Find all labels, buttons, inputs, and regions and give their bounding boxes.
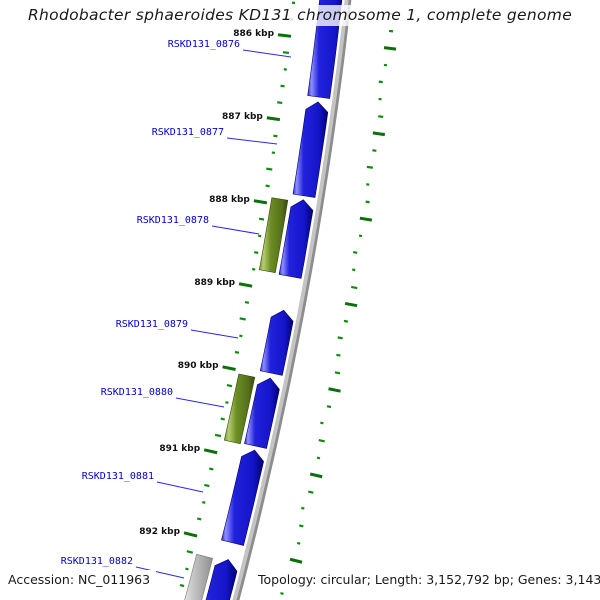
blue-gene-arrow[interactable] (244, 377, 280, 449)
ruler-tick-minor (185, 567, 189, 571)
gray-gene-bar[interactable] (175, 553, 213, 600)
leader-line (156, 481, 204, 493)
ruler-tick-minor (244, 301, 250, 304)
ruler-tick-minor (258, 217, 265, 221)
kbp-position-label: 890 kbp (177, 360, 219, 371)
ruler-tick-major (383, 46, 397, 51)
ruler-tick-minor (209, 467, 214, 471)
ruler-tick-minor (280, 84, 285, 88)
gene-label[interactable]: RSKD131_0881 (81, 471, 154, 482)
blue-gene-arrow[interactable] (221, 449, 264, 546)
kbp-position-label: 886 kbp (233, 28, 275, 39)
green-gene-bar[interactable] (223, 373, 256, 445)
ruler-tick-minor (316, 456, 321, 460)
ruler-tick-minor (239, 317, 246, 321)
ruler-tick-minor (265, 184, 270, 188)
ruler-tick-major (277, 33, 292, 38)
ruler-tick-minor (365, 200, 370, 204)
ruler-tick-major (266, 116, 281, 122)
ruler-tick-minor (280, 592, 284, 595)
ruler-tick-minor (337, 336, 343, 340)
topology-text: Topology: circular; Length: 3,152,792 bp… (252, 570, 600, 590)
gene-label[interactable]: RSKD131_0879 (115, 319, 188, 330)
ruler-tick-minor (343, 319, 349, 323)
leader-line (135, 566, 185, 579)
ruler-tick-major (289, 557, 303, 564)
ruler-tick-major (359, 216, 373, 222)
ruler-tick-minor (372, 149, 377, 152)
blue-gene-arrow[interactable] (278, 199, 314, 279)
ruler-tick-minor (186, 550, 194, 554)
ruler-tick-minor (214, 433, 222, 438)
title-background-band (0, 5, 600, 26)
ruler-tick-major (309, 472, 323, 479)
gene-label[interactable]: RSKD131_0878 (136, 215, 209, 226)
ruler-tick-minor (254, 251, 259, 254)
blue-gene-arrow[interactable] (195, 559, 238, 600)
label-leader-lines (135, 49, 292, 579)
ruler-tick-minor (266, 167, 273, 171)
ruler-tick-minor (179, 583, 185, 588)
ruler-tick-minor (351, 285, 358, 290)
ruler-tick-minor (378, 115, 384, 119)
ruler-tick-minor (334, 371, 341, 375)
ruler-tick-major (328, 387, 341, 393)
blue-gene-arrow[interactable] (259, 309, 294, 376)
ruler-tick-minor (252, 267, 256, 271)
gene-label[interactable]: RSKD131_0882 (60, 556, 133, 567)
ruler-tick-major (344, 301, 358, 308)
kbp-position-label: 891 kbp (159, 443, 201, 454)
ruler-tick-minor (277, 101, 283, 105)
leader-line (226, 137, 278, 145)
ruler-tick-minor (239, 334, 243, 338)
ruler-tick-major (203, 448, 218, 455)
ruler-tick-minor (296, 541, 301, 545)
ruler-tick-major (222, 365, 236, 371)
ruler-tick-minor (326, 405, 332, 409)
ruler-tick-minor (234, 350, 240, 354)
ruler-tick-minor (257, 234, 262, 238)
ruler-tick-minor (308, 490, 314, 494)
leader-line (175, 397, 225, 408)
ruler-tick-minor (352, 268, 356, 272)
ruler-tick-minor (301, 506, 305, 510)
ruler-tick-minor (299, 524, 304, 528)
ruler-tick-major (238, 282, 253, 288)
leader-line (242, 49, 292, 58)
ruler-tick-minor (366, 165, 374, 169)
leader-line (211, 225, 260, 235)
kbp-position-label: 889 kbp (194, 277, 236, 288)
ruler-tick-minor (225, 401, 229, 404)
ruler-tick-minor (358, 234, 363, 238)
leader-line (190, 329, 239, 339)
gene-label[interactable]: RSKD131_0877 (151, 127, 224, 138)
ruler-tick-minor (318, 439, 325, 443)
kbp-position-label: 892 kbp (139, 526, 181, 537)
ruler-tick-minor (220, 417, 225, 421)
ruler-tick-minor (320, 421, 324, 425)
gene-label[interactable]: RSKD131_0880 (100, 387, 173, 398)
ruler-tick-minor (196, 517, 202, 521)
ruler-tick-minor (282, 51, 290, 55)
accession-text: Accession: NC_011963 (2, 570, 157, 590)
ruler-ticks (179, 1, 397, 595)
ruler-tick-minor (202, 500, 206, 504)
ruler-tick-minor (204, 483, 210, 488)
green-gene-bar[interactable] (258, 197, 289, 274)
ruler-tick-minor (273, 134, 278, 138)
ruler-tick-major (183, 531, 198, 538)
ruler-tick-major (253, 199, 268, 205)
kbp-position-label: 887 kbp (222, 111, 263, 122)
ruler-tick-minor (378, 80, 383, 84)
ruler-tick-major (372, 131, 386, 137)
ruler-tick-minor (352, 251, 358, 254)
gene-label[interactable]: RSKD131_0876 (167, 39, 240, 50)
ruler-tick-minor (336, 353, 341, 357)
kbp-position-label: 888 kbp (209, 194, 250, 205)
blue-gene-arrow[interactable] (292, 101, 329, 198)
ruler-tick-minor (226, 384, 233, 388)
map-title: Rhodobacter sphaeroides KD131 chromosome… (27, 6, 573, 24)
